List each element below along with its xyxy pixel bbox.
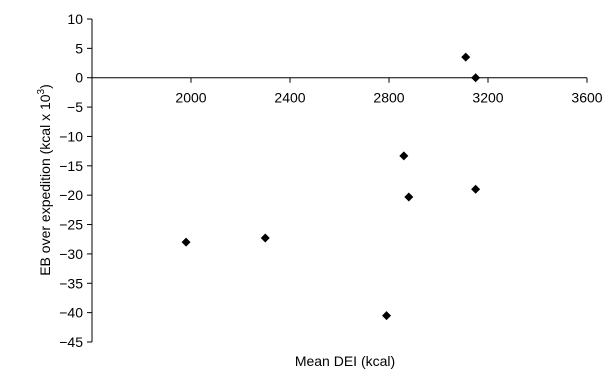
y-axis: 10 5 0 −5 −10 −15 −20 −25 −30 −35 −40 −45 xyxy=(59,11,93,350)
y-axis-title-main: EB over expedition (kcal x 10 xyxy=(37,94,53,276)
y-tick-label: 5 xyxy=(75,40,83,56)
y-tick-label: 10 xyxy=(67,11,83,27)
data-points xyxy=(181,52,481,321)
x-axis: 2000 2400 2800 3200 3600 xyxy=(92,77,603,106)
x-tick-label: 2800 xyxy=(373,90,404,106)
y-tick-label: −35 xyxy=(59,275,83,291)
x-tick-label: 2400 xyxy=(274,90,305,106)
y-tick-label: −5 xyxy=(67,99,83,115)
y-axis-title: EB over expedition (kcal x 103) xyxy=(36,84,53,276)
data-point xyxy=(471,184,481,194)
y-tick-label: 0 xyxy=(75,70,83,86)
x-tick-label: 3200 xyxy=(472,90,503,106)
y-axis-title-superscript: 3 xyxy=(36,88,47,94)
data-point xyxy=(461,52,471,62)
data-point xyxy=(260,233,270,243)
y-axis-title-end: ) xyxy=(37,84,53,89)
data-point xyxy=(471,73,481,83)
data-point xyxy=(382,311,392,321)
data-point xyxy=(181,237,191,247)
data-point xyxy=(399,151,409,161)
x-tick-label: 2000 xyxy=(175,90,206,106)
y-tick-label: −40 xyxy=(59,305,83,321)
x-tick-label: 3600 xyxy=(571,90,602,106)
y-tick-label: −30 xyxy=(59,246,83,262)
data-point xyxy=(404,192,414,202)
y-tick-label: −10 xyxy=(59,128,83,144)
y-tick-label: −45 xyxy=(59,334,83,350)
y-tick-label: −25 xyxy=(59,217,83,233)
y-tick-label: −20 xyxy=(59,187,83,203)
y-tick-label: −15 xyxy=(59,158,83,174)
x-axis-title: Mean DEI (kcal) xyxy=(295,353,395,369)
